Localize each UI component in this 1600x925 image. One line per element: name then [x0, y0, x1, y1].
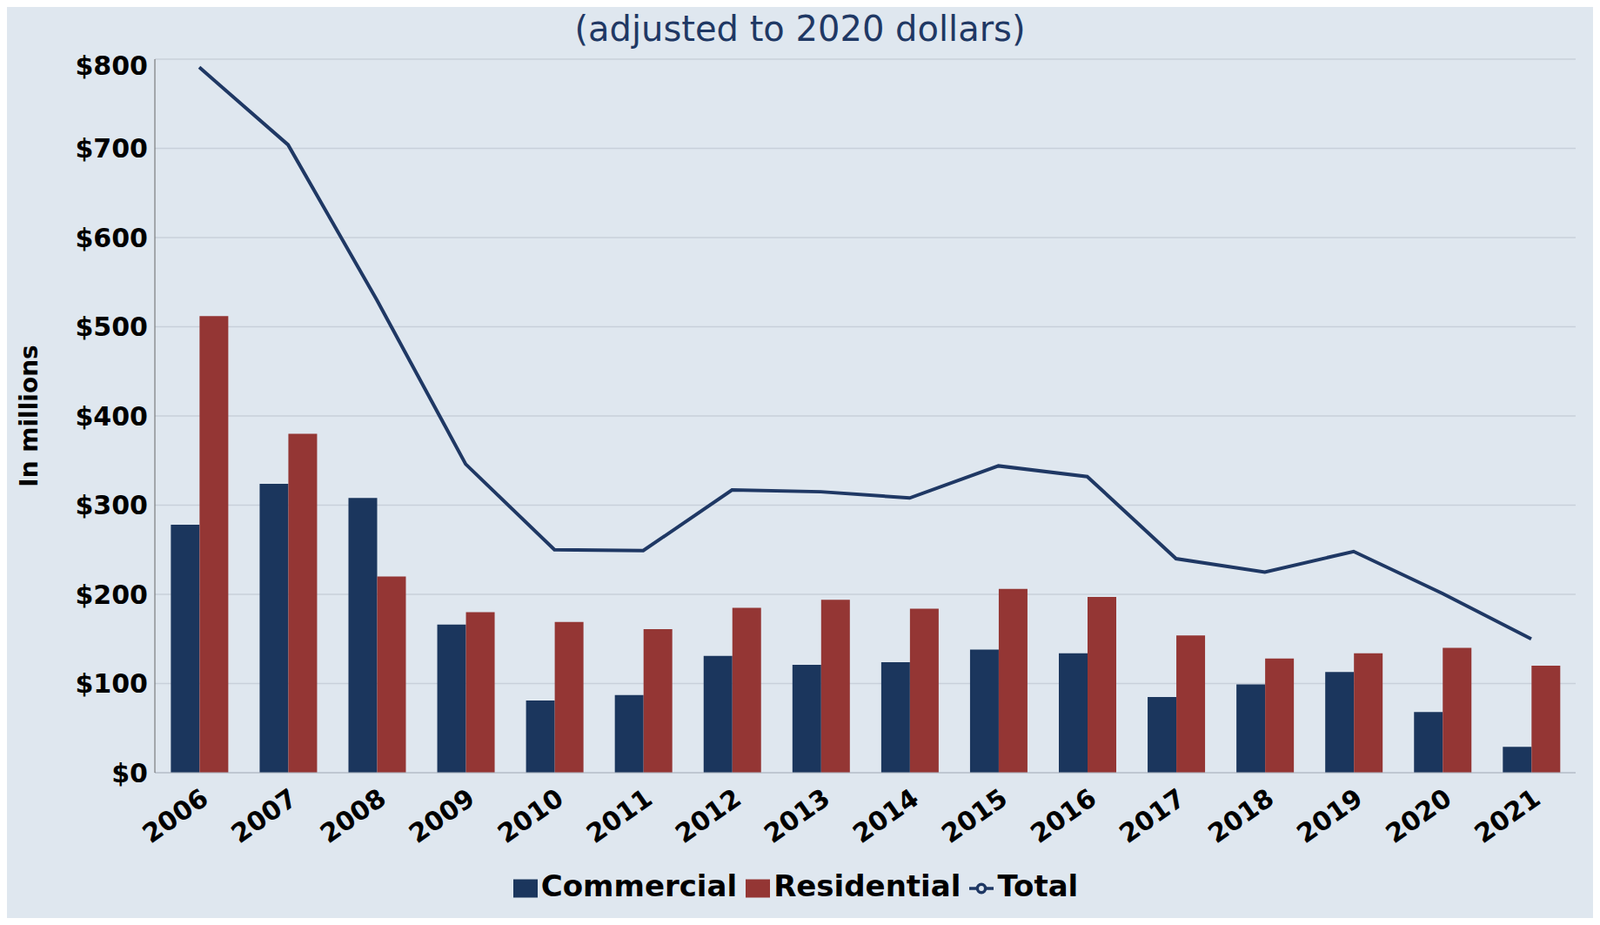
svg-text:2018: 2018 [1202, 782, 1279, 850]
svg-text:$200: $200 [75, 579, 149, 610]
svg-text:$800: $800 [75, 50, 149, 81]
svg-text:$700: $700 [75, 133, 149, 164]
svg-text:$300: $300 [75, 489, 149, 521]
html-text:Residential: Residential [773, 868, 961, 904]
svg-text:2019: 2019 [1291, 782, 1368, 850]
svg-text:2014: 2014 [847, 782, 924, 850]
svg-text:$0: $0 [111, 757, 148, 789]
svg-text:2017: 2017 [1113, 782, 1191, 850]
svg-text:$400: $400 [75, 401, 149, 432]
svg-text:2011: 2011 [581, 782, 658, 850]
svg-text:In millions: In millions [14, 344, 44, 488]
svg-text:2008: 2008 [314, 782, 391, 850]
svg-text:$100: $100 [75, 668, 149, 699]
svg-text:2015: 2015 [936, 782, 1013, 850]
svg-text:2020: 2020 [1379, 782, 1457, 850]
svg-text:2012: 2012 [669, 782, 747, 850]
svg-text:2013: 2013 [758, 782, 836, 850]
svg-text:2021: 2021 [1468, 782, 1546, 850]
svg-text:2010: 2010 [491, 782, 569, 850]
html-text:Commercial: Commercial [540, 868, 738, 904]
svg-text:2016: 2016 [1024, 782, 1102, 850]
svg-text:$600: $600 [75, 222, 149, 254]
html-text:Total: Total [997, 868, 1079, 904]
svg-text:2006: 2006 [136, 782, 214, 850]
html-text:(adjusted to 2020 dollars): (adjusted to 2020 dollars) [574, 8, 1026, 49]
svg-text:2007: 2007 [225, 782, 302, 850]
svg-text:$500: $500 [75, 311, 149, 342]
svg-text:2009: 2009 [402, 782, 480, 850]
